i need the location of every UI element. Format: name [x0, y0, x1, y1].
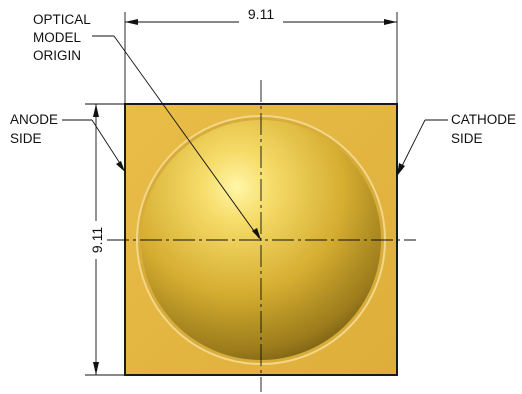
- height-dimension-label: 9.11: [89, 227, 105, 253]
- width-arrow-right: [384, 19, 397, 25]
- height-arrow-bottom: [93, 362, 99, 375]
- optical-origin-line-2: MODEL: [33, 30, 82, 45]
- anode-arrow: [116, 161, 125, 172]
- optical-origin-line-3: ORIGIN: [33, 48, 81, 63]
- cathode-label: CATHODE SIDE: [451, 112, 520, 146]
- height-arrow-top: [93, 104, 99, 117]
- width-dimension-label: 9.11: [248, 6, 274, 22]
- anode-line-2: SIDE: [10, 131, 42, 146]
- optical-origin-leader-diag: [113, 35, 260, 239]
- optical-origin-line-1: OPTICAL: [33, 12, 91, 27]
- cathode-arrow: [397, 163, 405, 176]
- anode-line-1: ANODE: [10, 112, 58, 127]
- anode-leader-diag: [91, 119, 124, 169]
- optical-origin-label: OPTICAL MODEL ORIGIN: [33, 12, 94, 63]
- optical-origin-arrow: [252, 228, 261, 240]
- cathode-line-2: SIDE: [451, 131, 483, 146]
- anode-label: ANODE SIDE: [10, 112, 62, 146]
- cathode-line-1: CATHODE: [451, 112, 516, 127]
- width-arrow-left: [125, 19, 138, 25]
- width-label-bg: [239, 6, 283, 23]
- cathode-leader-diag: [398, 119, 426, 173]
- height-label-bg: [88, 221, 105, 259]
